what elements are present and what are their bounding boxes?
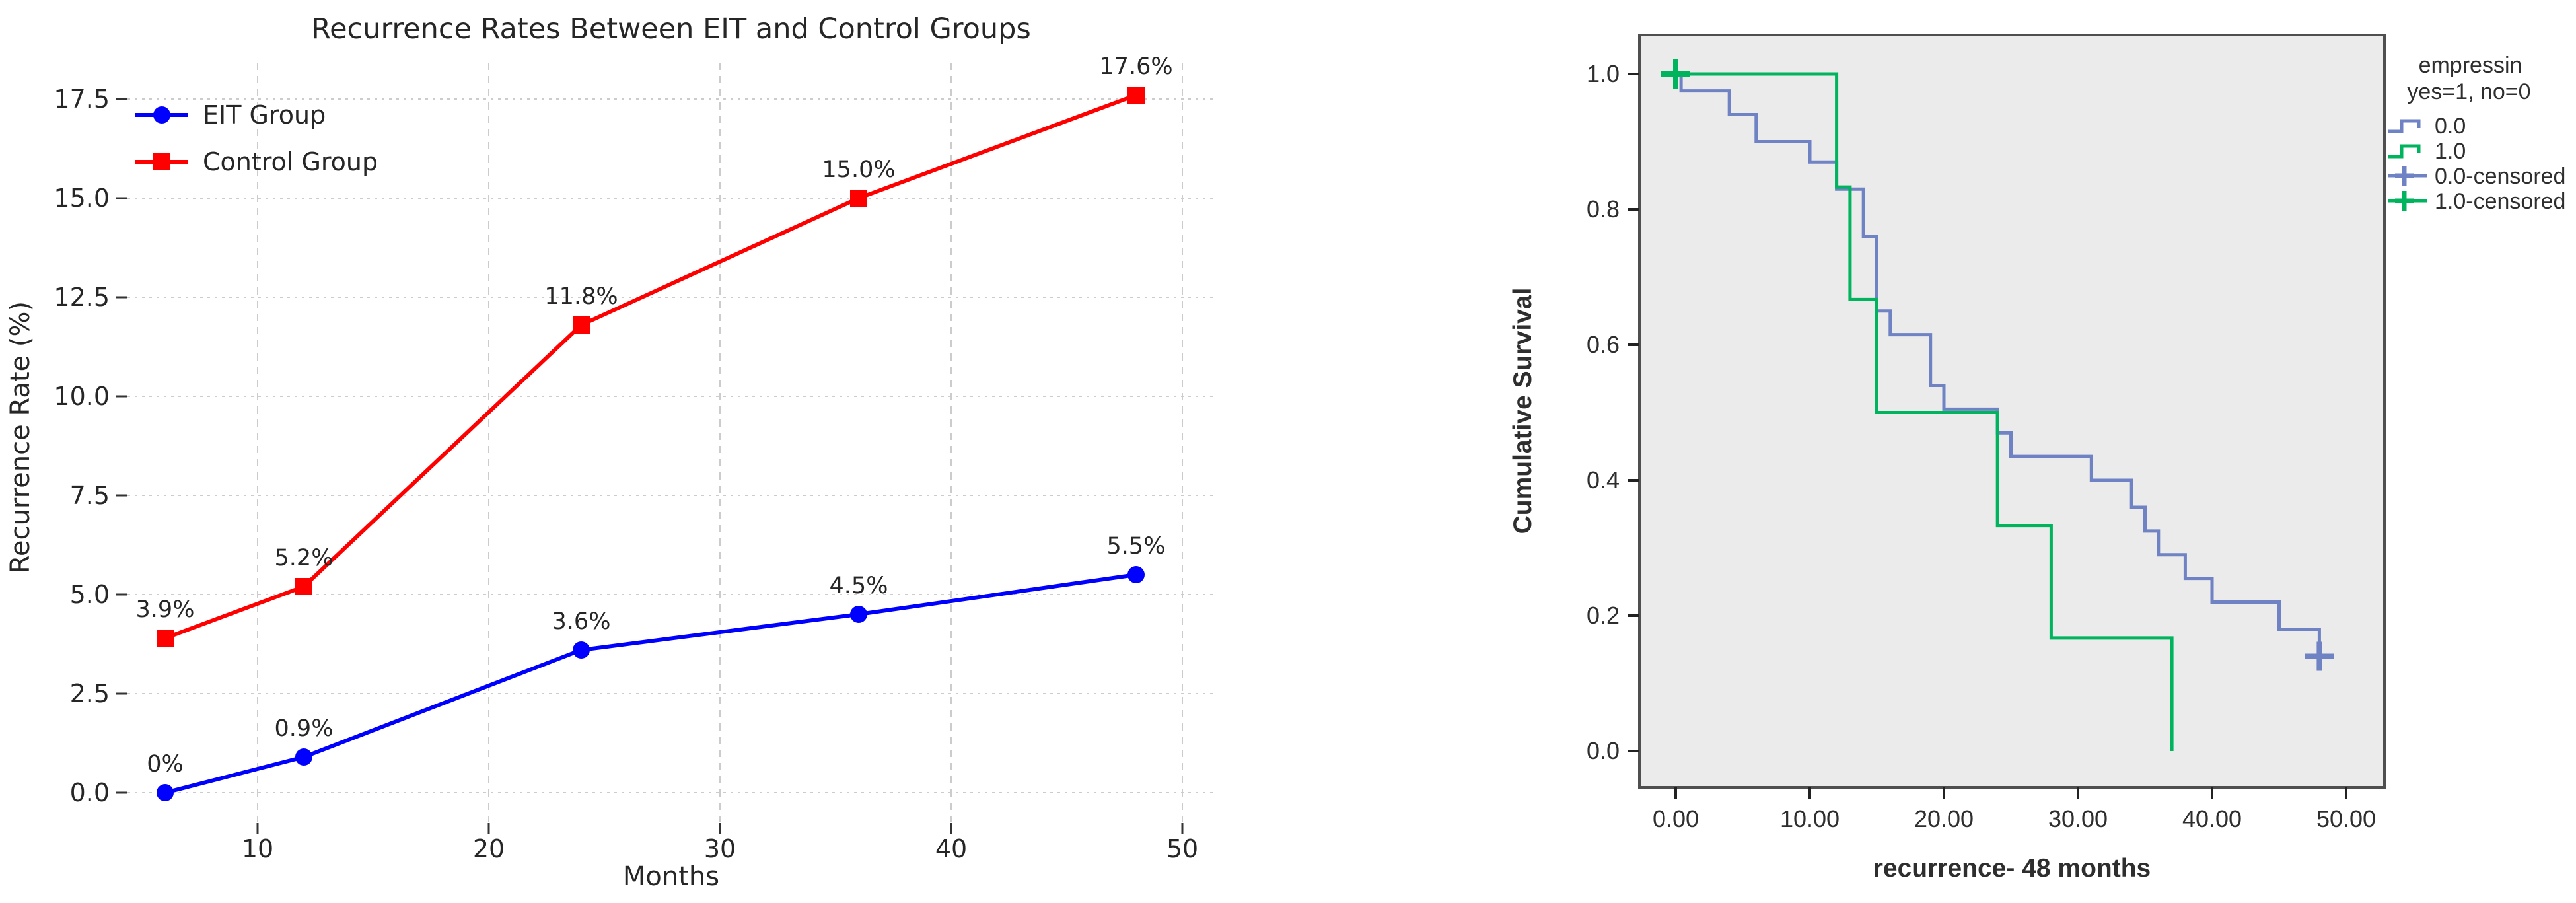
x-tick-label: 10.00	[1780, 805, 1840, 832]
y-tick-label: 5.0	[70, 580, 110, 609]
control-group-marker	[850, 190, 867, 207]
eit-group-marker	[1127, 566, 1145, 583]
eit-group-marker	[850, 606, 867, 623]
y-tick-label: 12.5	[54, 283, 110, 312]
km-legend-title-line2: yes=1, no=0	[2407, 79, 2530, 104]
eit-group-marker	[157, 784, 174, 801]
data-point-label: 0%	[147, 751, 184, 777]
y-tick-label: 1.0	[1587, 60, 1620, 87]
data-point-label: 3.9%	[136, 596, 195, 623]
legend-step-symbol	[2388, 144, 2421, 159]
legend-item-label: 0.0-censored	[2435, 164, 2565, 189]
left-chart-axes: 0.0 2.5 5.0 7.5 10.0 12.5 15.0 17.5 10 20 30 40 50	[54, 85, 1198, 863]
legend-item-label: 0.0	[2435, 114, 2466, 139]
control-group-marker	[295, 578, 312, 595]
x-tick-label: 30	[704, 834, 736, 863]
data-point-label: 11.8%	[544, 283, 618, 310]
y-tick-label: 0.4	[1587, 466, 1620, 493]
data-point-label: 3.6%	[552, 608, 611, 635]
y-tick-label: 0.0	[1587, 737, 1620, 764]
km-series	[1661, 59, 2334, 751]
legend-item-label: EIT Group	[203, 100, 326, 129]
control-group-marker	[157, 630, 174, 647]
left-x-axis-label: Months	[623, 861, 719, 892]
control-group-marker	[1127, 87, 1145, 104]
eit-group-marker	[295, 748, 312, 766]
x-tick-label: 10	[242, 834, 273, 863]
x-tick-label: 20	[473, 834, 505, 863]
left-chart-legend: EIT Group Control Group	[135, 100, 378, 176]
x-tick-label: 20.00	[1914, 805, 1974, 832]
x-tick-label: 50	[1166, 834, 1198, 863]
left-chart-series: 0% 0.9% 3.6% 4.5% 5.5% 3.9% 5.2% 11.8% 15.0% 17.6…	[136, 54, 1173, 801]
left-chart-title: Recurrence Rates Between EIT and Control…	[311, 13, 1031, 46]
km-axes: 0.00 10.00 20.00 30.00 40.00 50.00 0.0 0.2 0.4 0.…	[1587, 60, 2376, 832]
km-plot-background	[1638, 34, 2386, 789]
data-point-label: 4.5%	[830, 573, 888, 599]
x-tick-label: 40.00	[2182, 805, 2242, 832]
legend-step-symbol	[2388, 119, 2421, 133]
y-tick-label: 0.0	[70, 778, 110, 807]
data-point-label: 15.0%	[822, 157, 895, 183]
legend-square-marker	[153, 153, 170, 170]
legend-item-label: Control Group	[203, 147, 378, 176]
eit-group-marker	[573, 641, 590, 659]
data-point-label: 5.2%	[275, 545, 334, 571]
y-tick-label: 17.5	[54, 85, 110, 114]
data-point-label: 17.6%	[1099, 54, 1172, 80]
control-group-marker	[573, 316, 590, 334]
recurrence-line-chart: 0.0 2.5 5.0 7.5 10.0 12.5 15.0 17.5 10 20 30 40 50 0…	[5, 13, 1215, 892]
km-curve-0.0	[1676, 72, 2321, 657]
y-tick-label: 2.5	[70, 679, 110, 708]
km-plot-area	[1638, 34, 2386, 789]
legend-circle-marker	[153, 106, 170, 124]
legend-item-label: 1.0	[2435, 139, 2466, 164]
data-point-label: 5.5%	[1107, 533, 1166, 560]
x-tick-label: 30.00	[2048, 805, 2108, 832]
x-tick-label: 40	[935, 834, 967, 863]
data-point-label: 0.9%	[275, 715, 334, 742]
y-tick-label: 0.6	[1587, 331, 1620, 358]
km-x-axis-label: recurrence- 48 months	[1873, 854, 2151, 883]
km-y-axis-label: Cumulative Survival	[1509, 288, 1537, 534]
x-tick-label: 0.00	[1653, 805, 1699, 832]
y-tick-label: 10.0	[54, 382, 110, 411]
x-tick-label: 50.00	[2316, 805, 2376, 832]
y-tick-label: 15.0	[54, 184, 110, 213]
left-chart-grid	[127, 63, 1215, 822]
km-curve-1.0	[1676, 72, 2174, 751]
legend-item-label: 1.0-censored	[2435, 189, 2565, 214]
y-tick-label: 0.8	[1587, 196, 1620, 223]
km-survival-chart: 0.00 10.00 20.00 30.00 40.00 50.00 0.0 0.2 0.4 0.…	[1509, 34, 2565, 883]
y-tick-label: 0.2	[1587, 602, 1620, 629]
left-y-axis-label: Recurrence Rate (%)	[5, 301, 36, 573]
y-tick-label: 7.5	[70, 481, 110, 510]
km-legend-title-line1: empressin	[2419, 53, 2522, 78]
